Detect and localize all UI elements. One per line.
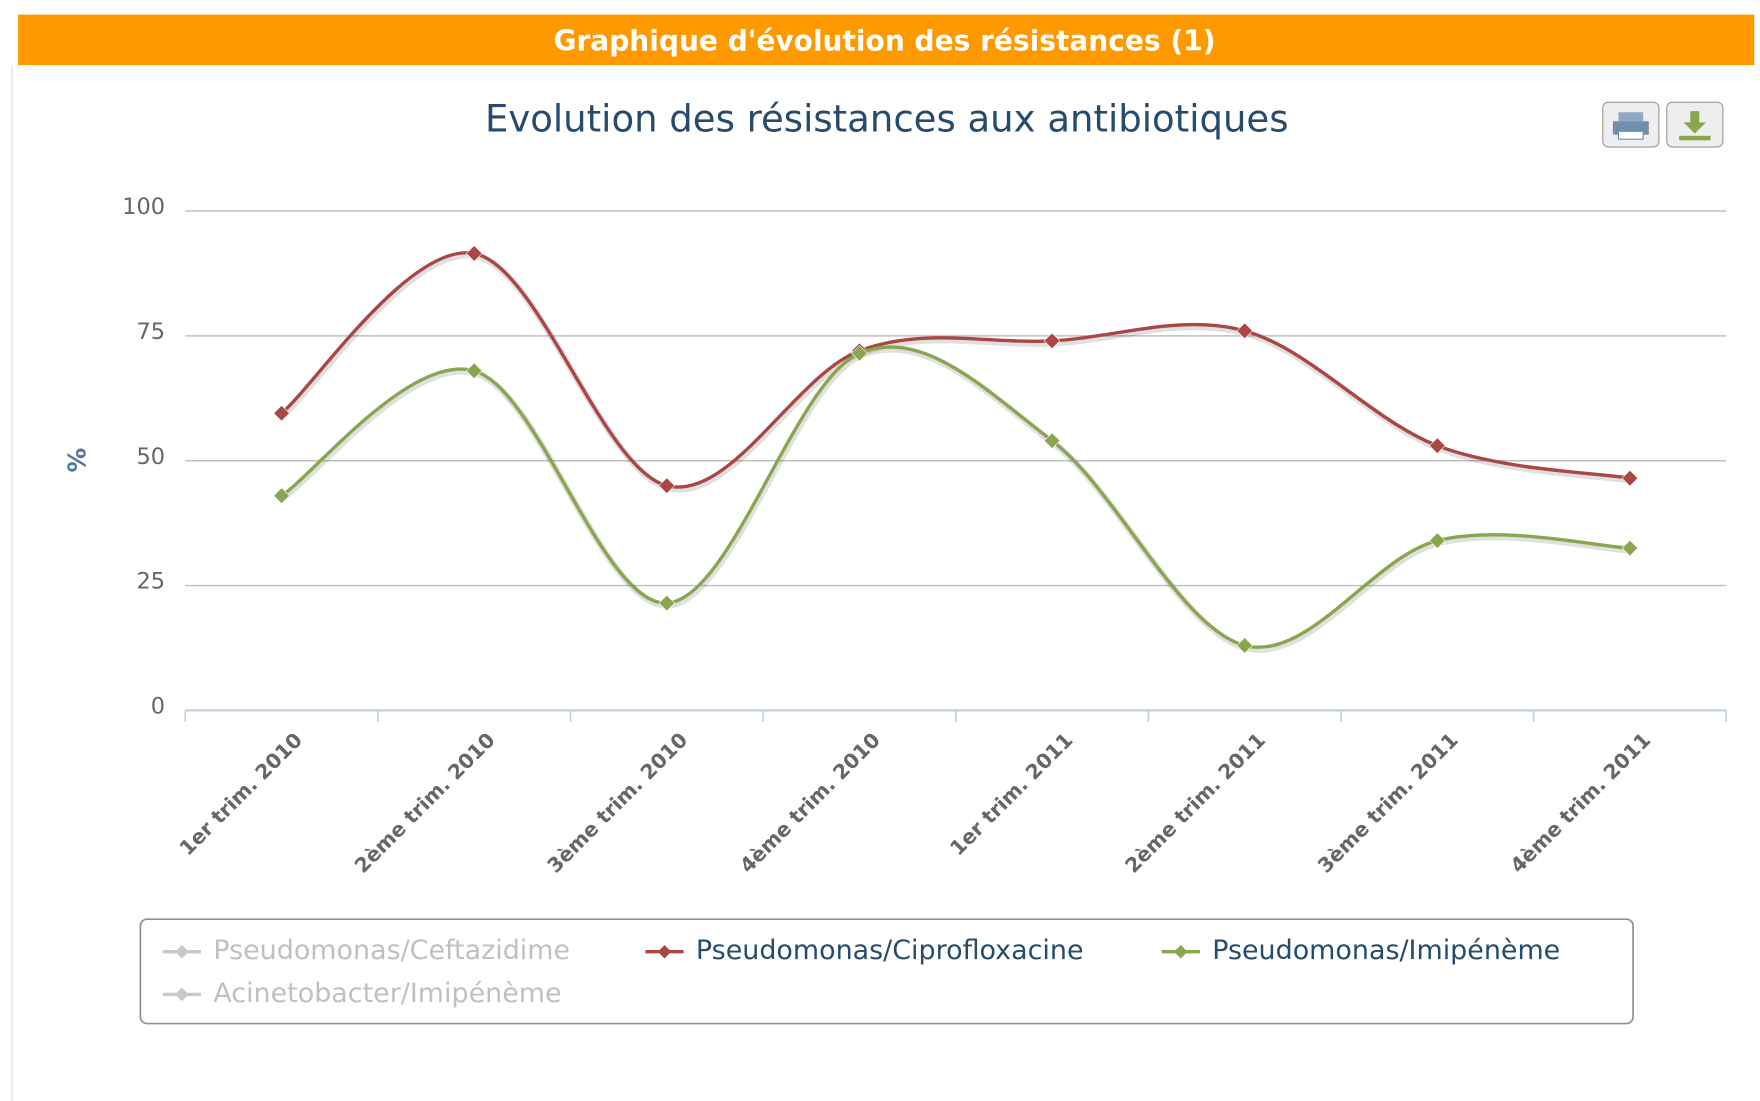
- data-point: [1043, 432, 1061, 449]
- data-point: [1429, 532, 1446, 549]
- y-tick-label: 100: [122, 194, 165, 220]
- legend-label: Acinetobacter/Imipénème: [213, 978, 561, 1009]
- y-tick-label: 50: [137, 444, 166, 470]
- data-point: [851, 345, 868, 362]
- legend-item[interactable]: Pseudomonas/Ciprofloxacine: [645, 935, 1084, 966]
- series-line: [280, 345, 1630, 649]
- data-point: [273, 487, 290, 504]
- y-tick-label: 0: [151, 694, 165, 720]
- data-point: [1621, 469, 1639, 487]
- header-title: Graphique d'évolution des résistances (1…: [553, 25, 1215, 58]
- series-line: [280, 251, 1631, 489]
- panel-bg: [11, 0, 1760, 1101]
- print-button[interactable]: [1602, 101, 1660, 148]
- legend-item[interactable]: Acinetobacter/Imipénème: [162, 978, 562, 1009]
- y-tick-label: 75: [137, 319, 166, 345]
- legend-item[interactable]: Pseudomonas/Imipénème: [1161, 935, 1561, 966]
- data-point: [1236, 637, 1253, 654]
- data-point: [1621, 539, 1639, 557]
- data-point: [465, 245, 483, 262]
- data-point: [1043, 332, 1061, 350]
- data-point: [465, 362, 483, 380]
- data-point: [658, 477, 676, 494]
- legend-label: Pseudomonas/Ciprofloxacine: [696, 935, 1084, 966]
- data-point: [1236, 322, 1253, 340]
- data-point: [658, 594, 676, 612]
- legend-item[interactable]: Pseudomonas/Ceftazidime: [162, 935, 570, 966]
- data-point: [1429, 437, 1446, 454]
- header-bar: [18, 14, 1755, 66]
- y-axis-label: %: [63, 448, 92, 473]
- legend-label: Pseudomonas/Imipénème: [1212, 935, 1560, 966]
- download-button[interactable]: [1666, 101, 1724, 148]
- y-tick-label: 25: [137, 569, 166, 595]
- data-point: [273, 405, 290, 422]
- legend-box: [139, 918, 1634, 1025]
- chart-title: Evolution des résistances aux antibiotiq…: [485, 98, 1289, 141]
- legend-label: Pseudomonas/Ceftazidime: [213, 935, 570, 966]
